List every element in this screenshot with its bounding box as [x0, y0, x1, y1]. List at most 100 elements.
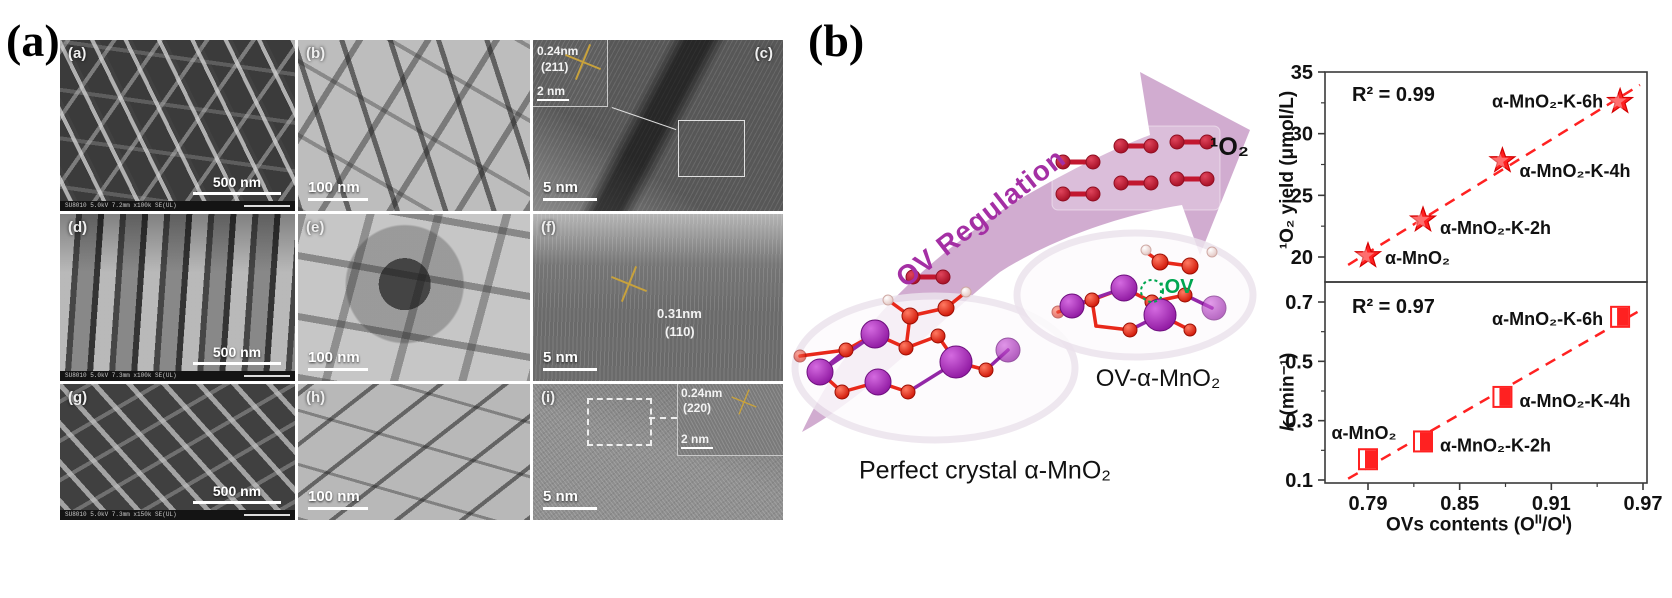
- point-label: α-MnO₂-K-6h: [1492, 92, 1603, 112]
- lattice-plane-label: (211): [541, 60, 569, 74]
- data-point-square-fill: [1499, 387, 1511, 406]
- micrograph-label: (b): [306, 45, 326, 62]
- lattice-inset: 0.24nm (211) 2 nm: [533, 40, 608, 107]
- roi-connector-dashed: [649, 417, 677, 419]
- bond: [1158, 313, 1192, 332]
- Mn-atom: [1059, 293, 1085, 319]
- bond: [936, 334, 958, 364]
- scale-bar-5nm: 5 nm: [543, 488, 597, 510]
- bond: [904, 314, 912, 350]
- tem-image-h: (h) 100 nm: [298, 384, 530, 520]
- O-atom: [1144, 294, 1160, 310]
- oxygen-molecule: [1055, 186, 1101, 202]
- bond: [1122, 286, 1154, 304]
- hrtem-image-i: (i) 0.24nm (220) 2 nm 5 nm: [533, 384, 783, 520]
- H-atom: [1140, 244, 1152, 256]
- roi-box: [678, 120, 745, 177]
- Mn-atom: [864, 368, 892, 396]
- inset-scale-bar: 2 nm: [681, 432, 713, 449]
- plot-border: [1324, 281, 1648, 484]
- point-label: α-MnO₂: [1331, 423, 1396, 443]
- mno2-clusters: [791, 229, 1257, 444]
- y-tick-label: 20: [1291, 247, 1313, 269]
- bond: [1070, 286, 1126, 308]
- point-label: α-MnO₂-K-4h: [1519, 391, 1630, 411]
- scale-bar-100nm: 100 nm: [308, 179, 368, 201]
- ov-crystal-cluster: [1051, 244, 1227, 338]
- Mn-atom: [995, 337, 1021, 363]
- star-highlight: [1355, 245, 1375, 264]
- bond: [818, 370, 844, 394]
- x-tick-label: 0.97: [1624, 493, 1663, 515]
- micrograph-label: (h): [306, 389, 326, 406]
- lattice-spacing-label: 0.31nm: [657, 306, 702, 321]
- micrograph-label: (a): [68, 45, 87, 62]
- lattice-plane-label: (220): [683, 401, 712, 415]
- ov-site-label: :OV: [1158, 276, 1194, 298]
- oxygen-molecule: [1113, 138, 1159, 154]
- ov-crystal-caption: OV-α-MnO₂: [1095, 365, 1221, 392]
- star-highlight: [1410, 210, 1430, 229]
- tem-image-b: (b) 100 nm: [298, 40, 530, 211]
- O-atom: [898, 340, 914, 356]
- cluster-halo: [791, 292, 1079, 444]
- inset-scale-bar: 2 nm: [537, 84, 569, 101]
- O-atom: [834, 384, 850, 400]
- micrograph-label: (e): [306, 219, 325, 236]
- data-point-square: [1358, 448, 1378, 471]
- sem-image-a: (a) 500 nm SU8010 5.0kV 7.2mm x100k SE(U…: [60, 40, 295, 211]
- bond: [798, 348, 848, 358]
- Mn-atom: [860, 319, 890, 349]
- trend-line: [1347, 309, 1641, 480]
- panel-b-label: (b): [808, 15, 865, 66]
- data-point-square: [1413, 430, 1433, 453]
- point-label: α-MnO₂: [1385, 248, 1450, 268]
- sem-metadata-bar: SU8010 5.0kV 7.3mm x150k SE(UL): [60, 510, 295, 520]
- bond: [1090, 286, 1126, 302]
- O-atom: [978, 362, 994, 378]
- data-point-square-fill: [1617, 307, 1629, 326]
- lattice-plane-label: (110): [665, 324, 695, 339]
- trend-line: [1347, 83, 1641, 266]
- ov-regulation-label: OV Regulation: [890, 142, 1072, 294]
- O-atom: [1181, 257, 1199, 275]
- bond: [1090, 298, 1098, 328]
- y-axis-label-k: k (min⁻¹): [1277, 352, 1299, 432]
- data-point-square: [1610, 305, 1631, 328]
- O-atom: [930, 328, 946, 344]
- data-point-square: [1492, 385, 1513, 408]
- Mn-atom: [1143, 298, 1177, 332]
- x-tick-label: 0.79: [1349, 493, 1388, 515]
- plot-border: [1324, 71, 1648, 283]
- data-point-star: [1408, 205, 1438, 232]
- data-point-star: [1605, 86, 1635, 114]
- oxygen-molecule: [1169, 171, 1215, 187]
- point-label: α-MnO₂-K-2h: [1440, 218, 1551, 238]
- sem-metadata-bar: SU8010 5.0kV 7.3mm x100k SE(UL): [60, 371, 295, 381]
- cluster-halo: [1013, 229, 1257, 361]
- bond: [818, 348, 848, 374]
- point-label: α-MnO₂-K-4h: [1519, 161, 1630, 181]
- O-atom: [1084, 292, 1100, 308]
- roi-box-dashed: [587, 398, 652, 446]
- micrograph-label: (i): [541, 389, 556, 406]
- bond: [844, 332, 877, 352]
- x-axis-label: OVs contents (OII/OI): [1385, 511, 1573, 536]
- perfect-crystal-caption: Perfect crystal α-MnO₂: [859, 456, 1111, 485]
- O-atom: [793, 349, 807, 363]
- Mn-atom: [1110, 274, 1138, 302]
- micrograph-label: (g): [68, 389, 88, 406]
- point-label: α-MnO₂-K-6h: [1492, 309, 1603, 329]
- bond: [1128, 313, 1162, 332]
- O-atom: [838, 342, 854, 358]
- micrograph-label: (f): [541, 219, 556, 236]
- oxygen-molecule: [1113, 175, 1159, 191]
- r-squared-label: R² = 0.99: [1352, 84, 1435, 106]
- bond: [818, 332, 877, 374]
- chart-1: 0.10.30.50.70.79 0.85 0.91 0.97α-MnO₂α-MnO₂…: [1285, 281, 1663, 515]
- data-point-star: [1353, 240, 1383, 268]
- bond: [954, 360, 988, 372]
- sem-metadata-bar: SU8010 5.0kV 7.2mm x100k SE(UL): [60, 201, 295, 211]
- y-tick-label: 0.7: [1285, 292, 1313, 314]
